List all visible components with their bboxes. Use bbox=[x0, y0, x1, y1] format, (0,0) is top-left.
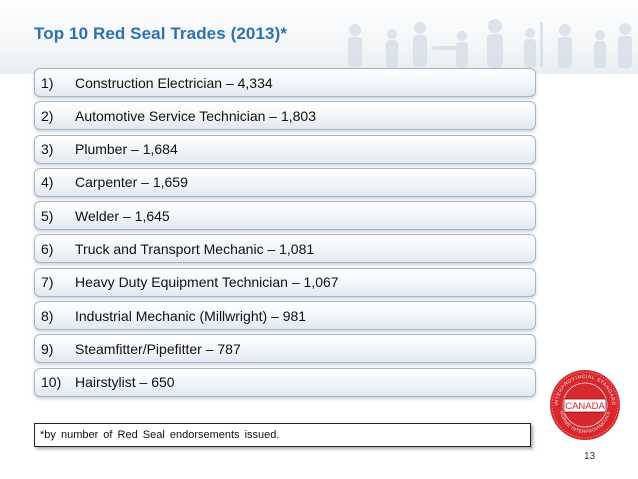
worker-silhouettes-decoration bbox=[348, 19, 632, 68]
item-number: 1) bbox=[41, 74, 54, 91]
list-item: 4) Carpenter – 1,659 bbox=[34, 167, 536, 197]
item-text: Carpenter – 1,659 bbox=[75, 174, 188, 191]
list-item: 9) Steamfitter/Pipefitter – 787 bbox=[34, 334, 536, 364]
list-item: 7) Heavy Duty Equipment Technician – 1,0… bbox=[34, 267, 536, 297]
item-number: 7) bbox=[41, 274, 54, 291]
item-number: 2) bbox=[41, 107, 54, 124]
trades-list: 1) Construction Electrician – 4,334 2) A… bbox=[34, 68, 536, 401]
item-number: 4) bbox=[41, 174, 54, 191]
red-seal-logo: INTERPROVINCIAL STANDARD NORME INTERPROV… bbox=[550, 370, 620, 440]
page-number: 13 bbox=[584, 451, 596, 462]
footnote: *by number of Red Seal endorsements issu… bbox=[34, 423, 531, 447]
item-number: 5) bbox=[41, 207, 54, 224]
item-text: Welder – 1,645 bbox=[75, 207, 170, 224]
list-item: 5) Welder – 1,645 bbox=[34, 201, 536, 231]
list-item: 1) Construction Electrician – 4,334 bbox=[34, 68, 536, 97]
seal-center-text: CANADA bbox=[565, 401, 605, 412]
list-item: 10) Hairstylist – 650 bbox=[34, 367, 536, 397]
item-text: Steamfitter/Pipefitter – 787 bbox=[75, 340, 241, 357]
item-text: Truck and Transport Mechanic – 1,081 bbox=[75, 240, 315, 257]
slide-title: Top 10 Red Seal Trades (2013)* bbox=[34, 24, 288, 43]
item-text: Hairstylist – 650 bbox=[75, 374, 175, 391]
list-item: 8) Industrial Mechanic (Millwright) – 98… bbox=[34, 301, 536, 331]
list-item: 6) Truck and Transport Mechanic – 1,081 bbox=[34, 234, 536, 264]
item-text: Industrial Mechanic (Millwright) – 981 bbox=[75, 307, 307, 324]
item-text: Automotive Service Technician – 1,803 bbox=[75, 107, 316, 124]
item-number: 10) bbox=[41, 374, 62, 391]
item-number: 3) bbox=[41, 141, 54, 158]
item-text: Construction Electrician – 4,334 bbox=[75, 74, 273, 91]
list-item: 2) Automotive Service Technician – 1,803 bbox=[34, 101, 536, 131]
header-background bbox=[0, 0, 638, 74]
item-number: 8) bbox=[41, 307, 54, 324]
item-number: 6) bbox=[41, 240, 54, 257]
item-text: Heavy Duty Equipment Technician – 1,067 bbox=[75, 274, 339, 291]
list-item: 3) Plumber – 1,684 bbox=[34, 134, 536, 164]
item-number: 9) bbox=[41, 340, 54, 357]
item-text: Plumber – 1,684 bbox=[75, 141, 178, 158]
